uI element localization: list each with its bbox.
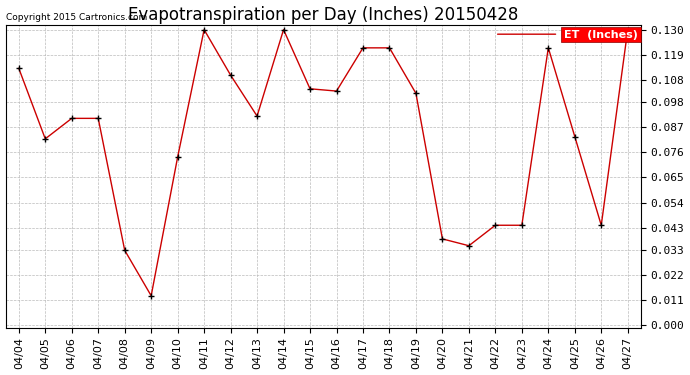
- Text: Copyright 2015 Cartronics.com: Copyright 2015 Cartronics.com: [6, 13, 147, 22]
- Text: ET  (Inches): ET (Inches): [564, 30, 638, 40]
- Title: Evapotranspiration per Day (Inches) 20150428: Evapotranspiration per Day (Inches) 2015…: [128, 6, 518, 24]
